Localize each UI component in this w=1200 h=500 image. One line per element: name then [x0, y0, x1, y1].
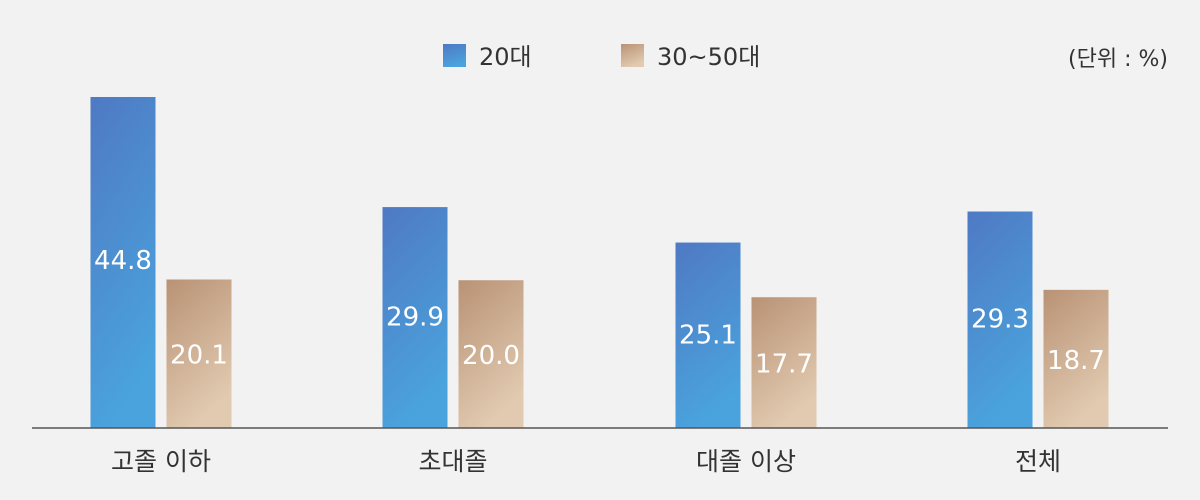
bar-s1-c0	[166, 279, 232, 428]
x-tick-labels: 고졸 이하 초대졸 대졸 이상 전체	[111, 447, 1061, 476]
legend-swatch-0	[443, 44, 466, 67]
bars: 44.8 29.9 25.1 29.3 20.1 20.0 17.7 18.7	[90, 97, 1109, 428]
legend: 20대 30~50대	[443, 43, 760, 71]
value-label-s0-c1: 29.9	[386, 302, 444, 332]
x-tick-label-3: 전체	[1015, 447, 1061, 476]
bar-s0-c0	[90, 97, 156, 428]
value-label-s1-c3: 18.7	[1047, 346, 1105, 376]
value-label-s1-c2: 17.7	[755, 350, 813, 380]
legend-swatch-1	[621, 44, 644, 67]
value-label-s1-c1: 20.0	[462, 341, 520, 371]
bar-s0-c3	[967, 211, 1033, 428]
unit-note: (단위 : %)	[1068, 47, 1168, 72]
value-label-s0-c3: 29.3	[971, 305, 1029, 335]
x-tick-label-2: 대졸 이상	[696, 447, 796, 476]
bar-s0-c2	[675, 242, 741, 428]
legend-label-0: 20대	[479, 43, 532, 71]
x-tick-label-1: 초대졸	[418, 447, 487, 476]
legend-label-1: 30~50대	[657, 43, 760, 71]
bar-s1-c2	[751, 297, 817, 428]
bar-s0-c1	[382, 207, 448, 428]
value-label-s0-c0: 44.8	[94, 246, 152, 276]
value-label-s1-c0: 20.1	[170, 341, 228, 371]
bar-s1-c3	[1043, 289, 1109, 428]
bar-s1-c1	[458, 280, 524, 428]
x-tick-label-0: 고졸 이하	[111, 447, 211, 476]
value-label-s0-c2: 25.1	[679, 320, 737, 350]
